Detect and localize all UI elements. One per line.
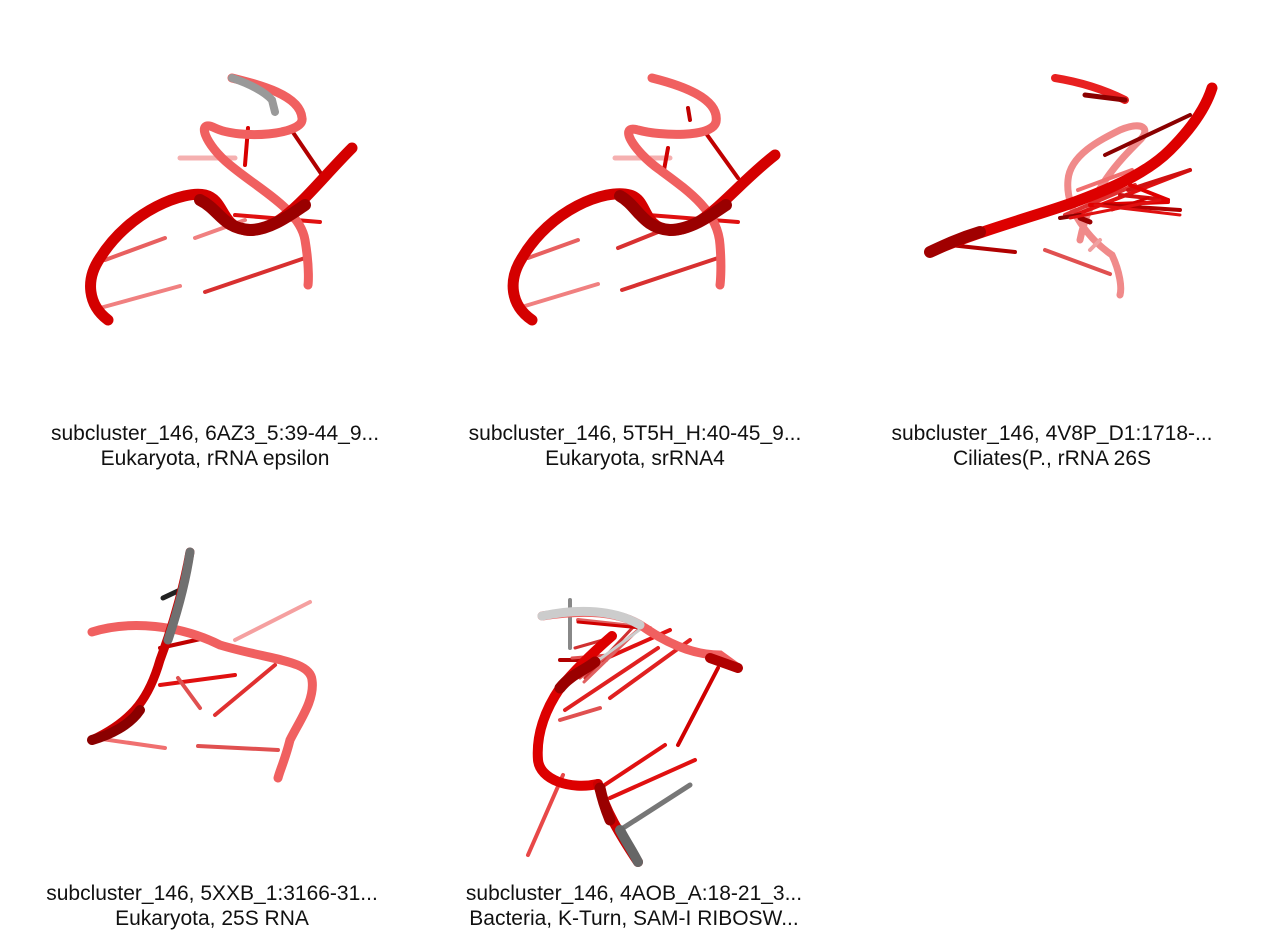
rna-structure-4v8p [924, 74, 1218, 299]
panel-caption: subcluster_146, 4AOB_A:18-21_3... Bacter… [424, 881, 844, 931]
rna-structure-5t5h [507, 73, 781, 326]
caption-line-taxonomy: Eukaryota, 25S RNA [115, 907, 309, 930]
rna-structure-5xxb [87, 547, 317, 783]
caption-line-id: subcluster_146, 4AOB_A:18-21_3... [465, 882, 803, 905]
panel-caption: subcluster_146, 6AZ3_5:39-44_9... Eukary… [5, 421, 425, 471]
rna-structure-6az3 [85, 73, 358, 326]
caption-line-id: subcluster_146, 4V8P_D1:1718-... [891, 422, 1213, 445]
panel-caption: subcluster_146, 5T5H_H:40-45_9... Eukary… [425, 421, 845, 471]
caption-line-taxonomy: Eukaryota, rRNA epsilon [100, 447, 330, 470]
caption-line-id: subcluster_146, 5T5H_H:40-45_9... [468, 422, 802, 445]
panel-caption: subcluster_146, 4V8P_D1:1718-... Ciliate… [842, 421, 1262, 471]
caption-line-id: subcluster_146, 5XXB_1:3166-31... [46, 882, 378, 905]
caption-line-taxonomy: Ciliates(P., rRNA 26S [952, 447, 1152, 470]
rna-structure-4aob [526, 598, 743, 867]
caption-line-taxonomy: Bacteria, K-Turn, SAM-I RIBOSW... [469, 907, 799, 930]
caption-line-id: subcluster_146, 6AZ3_5:39-44_9... [50, 422, 380, 445]
caption-line-taxonomy: Eukaryota, srRNA4 [545, 447, 725, 470]
panel-caption: subcluster_146, 5XXB_1:3166-31... Eukary… [2, 881, 422, 931]
